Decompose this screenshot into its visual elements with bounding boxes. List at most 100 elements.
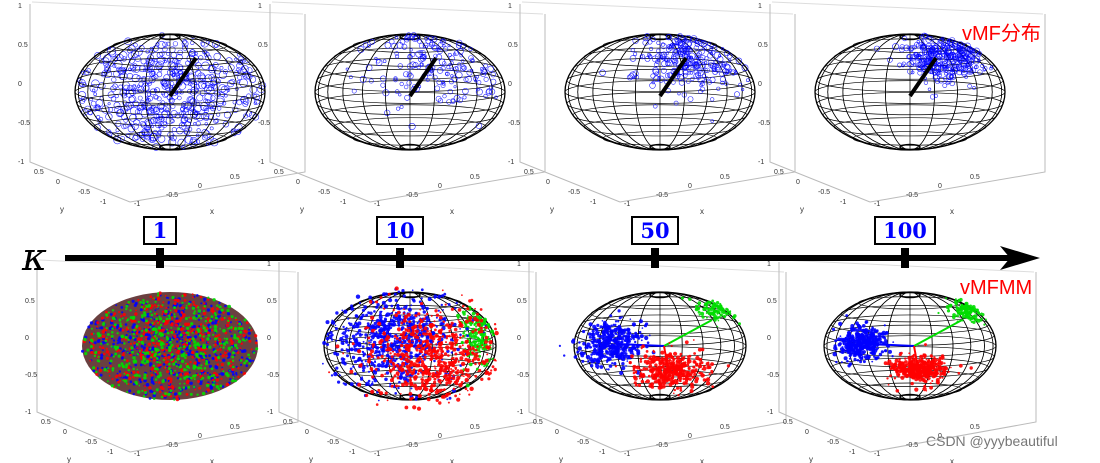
y-axis-label: y bbox=[60, 205, 64, 214]
z-tick-label: 0.5 bbox=[767, 298, 777, 305]
x-axis-label: x bbox=[210, 457, 214, 463]
z-tick-label: -1 bbox=[517, 409, 523, 416]
z-tick-label: -1 bbox=[758, 159, 764, 166]
x-tick-label: -0.5 bbox=[406, 442, 418, 449]
y-tick-label: 0.5 bbox=[41, 419, 51, 426]
vmf-sample-points bbox=[874, 32, 994, 100]
x-tick-label: 0.5 bbox=[970, 174, 980, 181]
z-tick-label: 1 bbox=[18, 3, 22, 10]
kappa-tick bbox=[396, 248, 404, 268]
z-tick-label: -0.5 bbox=[758, 120, 770, 127]
mixture-points bbox=[83, 292, 259, 401]
x-tick-label: 0 bbox=[938, 433, 942, 440]
z-tick-label: 1 bbox=[767, 261, 771, 268]
x-axis-label: x bbox=[450, 207, 454, 216]
kappa-markers: 1 10 50 100 bbox=[143, 216, 936, 268]
z-tick-label: 1 bbox=[267, 261, 271, 268]
z-tick-label: -1 bbox=[267, 409, 273, 416]
green-mean-vector bbox=[913, 319, 963, 347]
y-tick-label: 0 bbox=[56, 179, 60, 186]
y-axis-label: y bbox=[559, 455, 563, 463]
x-tick-label: -1 bbox=[874, 201, 880, 208]
vmf-distribution-label: vMF分布 bbox=[962, 22, 1041, 45]
kappa-marker: 1 bbox=[143, 216, 177, 268]
z-tick-label: -1 bbox=[25, 409, 31, 416]
y-tick-label: -1 bbox=[840, 199, 846, 206]
mean-direction-vector bbox=[908, 56, 938, 98]
vmf-panel: 1 0.5 0 -0.5 -1 0.5 0 -0.5 -1 -1 -0.5 0 0.5 y x bbox=[18, 1, 306, 216]
z-tick-label: 0.5 bbox=[25, 298, 35, 305]
vmf-panel: 1 0.5 0 -0.5 -1 0.5 0 -0.5 -1 -1 -0.5 0 0.5 y x bbox=[258, 1, 546, 216]
vmfmm-panel: 1 0.5 0 -0.5 -1 0.5 0 -0.5 -1 -1 -0.5 0 0.5 y x bbox=[267, 259, 537, 463]
x-tick-label: 0.5 bbox=[230, 424, 240, 431]
x-tick-label: -0.5 bbox=[656, 192, 668, 199]
x-tick-label: 0 bbox=[198, 433, 202, 440]
z-tick-label: -0.5 bbox=[508, 120, 520, 127]
y-tick-label: -1 bbox=[340, 199, 346, 206]
red-cluster bbox=[614, 339, 731, 397]
z-tick-label: 1 bbox=[25, 261, 29, 268]
sphere-wireframe bbox=[74, 33, 266, 151]
z-tick-label: 0.5 bbox=[758, 42, 768, 49]
red-cluster bbox=[883, 343, 973, 393]
x-tick-label: 0 bbox=[438, 433, 442, 440]
y-tick-label: 0 bbox=[63, 429, 67, 436]
x-tick-label: 0.5 bbox=[230, 174, 240, 181]
y-tick-label: -0.5 bbox=[827, 439, 839, 446]
y-tick-label: -1 bbox=[100, 199, 106, 206]
x-axis-label: x bbox=[950, 207, 954, 216]
z-tick-label: 0 bbox=[758, 81, 762, 88]
x-tick-label: 0.5 bbox=[970, 424, 980, 431]
z-tick-label: 0 bbox=[25, 335, 29, 342]
z-tick-label: -0.5 bbox=[258, 120, 270, 127]
z-tick-label: -0.5 bbox=[267, 372, 279, 379]
mean-direction-vector bbox=[658, 56, 688, 98]
kappa-symbol: κ bbox=[21, 235, 47, 279]
y-tick-label: 0.5 bbox=[34, 169, 44, 176]
blue-cluster bbox=[831, 314, 901, 368]
x-axis-label: x bbox=[700, 207, 704, 216]
sphere-wireframe bbox=[564, 33, 756, 151]
z-tick-label: -1 bbox=[258, 159, 264, 166]
vmfmm-panel: 1 0.5 0 -0.5 -1 0.5 0 -0.5 -1 -1 -0.5 0 0.5 y x bbox=[517, 259, 787, 463]
vmf-sample-points-front bbox=[79, 39, 258, 150]
vmfmm-panel: 1 0.5 0 -0.5 -1 0.5 0 -0.5 -1 -1 -0.5 0 0.5 y x bbox=[767, 259, 1037, 463]
z-tick-label: 1 bbox=[517, 261, 521, 268]
x-tick-label: 0 bbox=[688, 433, 692, 440]
y-tick-label: -1 bbox=[590, 199, 596, 206]
sphere-panels: 1 0.5 0 -0.5 -1 0.5 0 -0.5 -1 -1 -0.5 0 0.5 y x 1 0.5 0 -0… bbox=[18, 1, 1046, 463]
x-axis-label: x bbox=[700, 457, 704, 463]
y-tick-label: -0.5 bbox=[327, 439, 339, 446]
plot-box: 1 0.5 0 -0.5 -1 0.5 0 -0.5 -1 -1 -0.5 0 0.5 y x bbox=[25, 259, 299, 463]
x-tick-label: 0 bbox=[688, 183, 692, 190]
z-tick-label: 0.5 bbox=[258, 42, 268, 49]
z-tick-label: 0 bbox=[258, 81, 262, 88]
x-tick-label: -0.5 bbox=[906, 442, 918, 449]
x-tick-label: -1 bbox=[134, 451, 140, 458]
kappa-value-box bbox=[631, 216, 679, 245]
plot-box: 1 0.5 0 -0.5 -1 0.5 0 -0.5 -1 -1 -0.5 0 0.5 y x bbox=[18, 1, 306, 216]
plot-box: 1 0.5 0 -0.5 -1 0.5 0 -0.5 -1 -1 -0.5 0 0.5 y x bbox=[267, 259, 537, 463]
y-tick-label: -0.5 bbox=[577, 439, 589, 446]
y-tick-label: 0 bbox=[805, 429, 809, 436]
y-tick-label: -0.5 bbox=[318, 189, 330, 196]
vmfmm-label: vMFMM bbox=[960, 277, 1032, 299]
x-tick-label: 0 bbox=[198, 183, 202, 190]
x-tick-label: -0.5 bbox=[906, 192, 918, 199]
z-tick-label: -0.5 bbox=[767, 372, 779, 379]
sphere-wireframe bbox=[314, 33, 506, 151]
x-axis-label: x bbox=[950, 457, 954, 463]
kappa-value-box bbox=[874, 216, 936, 245]
y-tick-label: 0.5 bbox=[783, 419, 793, 426]
z-tick-label: 1 bbox=[258, 3, 262, 10]
y-tick-label: 0 bbox=[796, 179, 800, 186]
y-tick-label: 0.5 bbox=[774, 169, 784, 176]
x-axis-label: x bbox=[210, 207, 214, 216]
kappa-tick bbox=[901, 248, 909, 268]
y-tick-label: -0.5 bbox=[85, 439, 97, 446]
z-tick-label: -0.5 bbox=[25, 372, 37, 379]
y-tick-label: -0.5 bbox=[568, 189, 580, 196]
x-tick-label: -1 bbox=[374, 451, 380, 458]
x-tick-label: -0.5 bbox=[656, 442, 668, 449]
y-tick-label: 0.5 bbox=[524, 169, 534, 176]
